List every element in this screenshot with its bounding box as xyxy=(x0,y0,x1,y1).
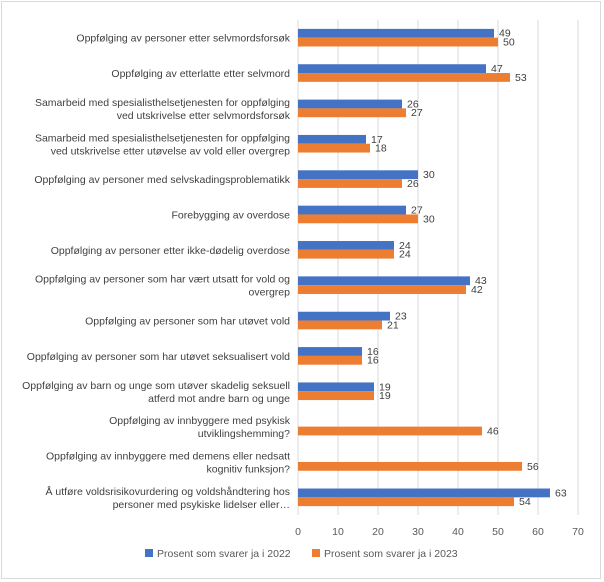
category-label: Oppfølging av personer som har utøvet se… xyxy=(27,351,290,363)
category-label: Oppfølging av personer med selvskadingsp… xyxy=(34,174,290,186)
category-label: Oppfølging av etterlatte etter selvmord xyxy=(111,68,290,80)
data-label: 50 xyxy=(503,36,515,48)
data-label: 54 xyxy=(519,496,531,508)
data-label: 17 xyxy=(371,134,383,146)
bar-2022 xyxy=(298,311,390,321)
bar-2022 xyxy=(298,64,486,74)
bar-2022 xyxy=(298,205,406,215)
data-label: 27 xyxy=(411,107,423,119)
bar-2022 xyxy=(298,347,362,356)
data-label: 27 xyxy=(411,204,423,216)
category-label: Oppfølging av personer som har utøvet vo… xyxy=(85,316,290,328)
bar-2023 xyxy=(298,497,514,507)
x-tick-label: 0 xyxy=(295,526,301,538)
data-label: 43 xyxy=(475,275,487,287)
data-label: 16 xyxy=(367,346,379,358)
bar-2023 xyxy=(298,320,382,330)
data-label: 21 xyxy=(387,319,399,331)
gridlines xyxy=(297,20,579,515)
data-label: 19 xyxy=(379,390,391,402)
bar-2023 xyxy=(298,37,498,47)
bar-2022 xyxy=(298,99,402,109)
category-label: Oppfølging av personer etter selvmordsfo… xyxy=(76,33,290,45)
bar-2022 xyxy=(298,488,550,498)
x-axis-ticks: 0 10 20 30 40 50 60 70 xyxy=(295,526,584,538)
data-label: 24 xyxy=(399,249,411,261)
bar-2022 xyxy=(298,276,470,286)
x-tick-label: 60 xyxy=(532,526,544,538)
bar-2022 xyxy=(298,28,494,38)
legend-swatch xyxy=(312,549,320,557)
bar-2023 xyxy=(298,73,510,82)
x-tick-label: 70 xyxy=(572,526,584,538)
bar-2023 xyxy=(298,214,418,224)
data-label: 26 xyxy=(407,98,419,110)
legend-item-2023: Prosent som svarer ja i 2023 xyxy=(324,548,458,560)
bar-2023 xyxy=(298,426,482,436)
bar-2023 xyxy=(298,249,394,259)
data-label: 16 xyxy=(367,355,379,367)
category-label: Samarbeid med spesialisthelsetjenesten f… xyxy=(35,97,291,122)
category-label: Forebygging av overdose xyxy=(172,209,291,221)
x-tick-label: 10 xyxy=(332,526,344,538)
legend-item-2022: Prosent som svarer ja i 2022 xyxy=(157,548,291,560)
legend: Prosent som svarer ja i 2022 Prosent som … xyxy=(145,548,458,560)
bar-2023 xyxy=(298,355,362,365)
data-label: 23 xyxy=(395,311,407,323)
data-label: 49 xyxy=(499,28,511,40)
category-label: Oppfølging av personer som har vært utsa… xyxy=(35,274,290,299)
data-label: 42 xyxy=(471,284,483,296)
bar-2023 xyxy=(298,461,522,471)
data-label: 46 xyxy=(487,425,499,437)
bar-2023 xyxy=(298,285,466,294)
x-tick-label: 50 xyxy=(492,526,504,538)
x-tick-label: 40 xyxy=(452,526,464,538)
x-tick-label: 30 xyxy=(412,526,424,538)
bar-2023 xyxy=(298,391,374,401)
bar-2022 xyxy=(298,134,366,144)
data-label: 19 xyxy=(379,381,391,393)
category-label: Å utføre voldsrisikovurdering og voldshå… xyxy=(45,485,290,511)
data-label: 56 xyxy=(527,461,539,473)
category-label: Oppfølging av barn og unge som utøver sk… xyxy=(22,380,290,405)
category-label: Oppfølging av personer etter ikke-dødeli… xyxy=(51,245,290,257)
bar-2023 xyxy=(298,179,402,188)
data-label: 63 xyxy=(555,487,567,499)
bar-2022 xyxy=(298,241,394,250)
category-label: Samarbeid med spesialisthelsetjenesten f… xyxy=(35,132,290,157)
bar-2022 xyxy=(298,170,418,180)
x-tick-label: 20 xyxy=(372,526,384,538)
bars: 4950475326271718302627302424434223211616… xyxy=(298,28,567,508)
data-label: 53 xyxy=(515,72,527,84)
category-label: Oppfølging av innbyggere med psykisk utvi… xyxy=(109,415,291,440)
legend-swatch xyxy=(145,549,153,557)
data-label: 47 xyxy=(491,63,503,75)
bar-2023 xyxy=(298,143,370,153)
data-label: 18 xyxy=(375,143,387,155)
category-labels: Oppfølging av personer etter selvmordsfo… xyxy=(22,33,291,511)
data-label: 30 xyxy=(423,169,435,181)
category-label: Oppfølging av innbyggere med demens elle… xyxy=(46,450,290,475)
data-label: 30 xyxy=(423,213,435,225)
bar-2022 xyxy=(298,382,374,392)
bar-2023 xyxy=(298,108,406,118)
data-label: 24 xyxy=(399,240,411,252)
data-label: 26 xyxy=(407,178,419,190)
